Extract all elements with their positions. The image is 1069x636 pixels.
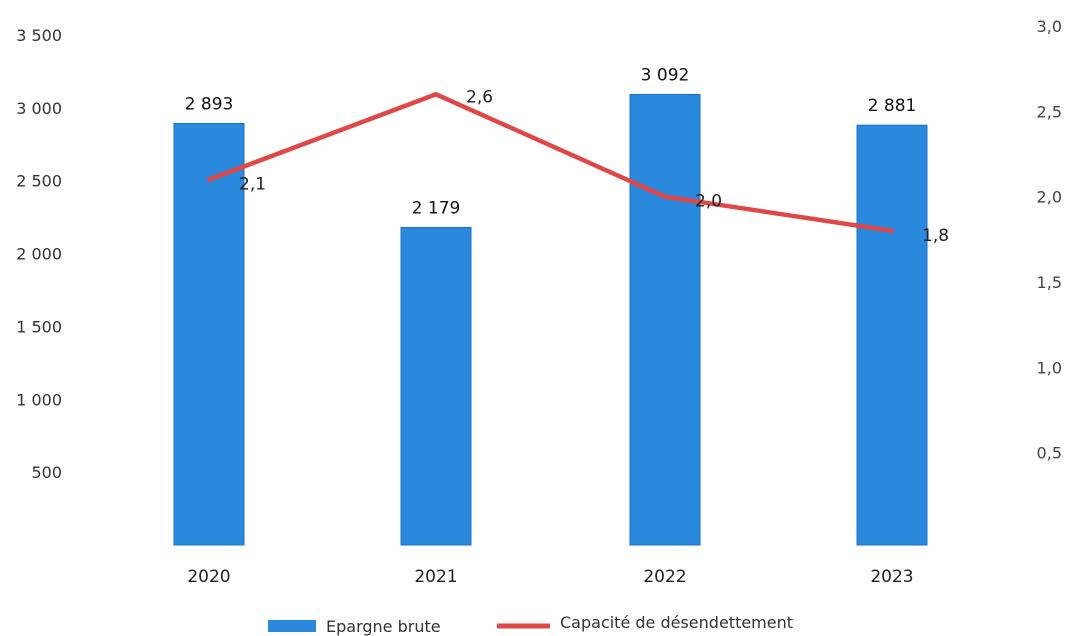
right-tick-label: 3,0 (1037, 17, 1062, 36)
category-axis: 2020 2021 2022 2023 (187, 567, 913, 587)
right-axis: 0,5 1,0 1,5 2,0 2,5 3,0 (1037, 17, 1062, 463)
left-tick-label: 2 500 (16, 172, 62, 191)
line-data-label: 2,1 (239, 175, 266, 195)
legend-swatch-bar (268, 620, 316, 632)
line-path (206, 92, 895, 234)
legend-label-line: Capacité de désendettement (560, 613, 793, 632)
left-axis: 500 1 000 1 500 2 000 2 500 3 000 3 500 (16, 26, 62, 482)
legend: Epargne brute Capacité de désendettement (268, 613, 793, 636)
bar-data-label: 2 881 (868, 96, 917, 116)
category-label: 2023 (870, 567, 913, 587)
line-data-label: 2,6 (466, 87, 493, 107)
line-data-label: 2,0 (695, 192, 722, 212)
category-label: 2022 (643, 567, 686, 587)
bar (400, 226, 472, 546)
left-tick-label: 500 (31, 463, 62, 482)
line-data-label: 1,8 (922, 226, 949, 246)
left-tick-label: 1 000 (16, 390, 62, 409)
category-label: 2021 (414, 567, 457, 587)
bar-data-label: 2 893 (185, 94, 234, 114)
left-tick-label: 2 000 (16, 245, 62, 264)
bar-series: 2 893 2 179 3 092 2 881 (173, 65, 928, 546)
right-tick-label: 2,5 (1037, 102, 1062, 121)
legend-label-bar: Epargne brute (326, 617, 441, 636)
line-point (890, 228, 894, 233)
right-tick-label: 2,0 (1037, 188, 1062, 207)
left-tick-label: 1 500 (16, 317, 62, 336)
category-label: 2020 (187, 567, 230, 587)
right-tick-label: 1,5 (1037, 273, 1062, 292)
right-tick-label: 1,0 (1037, 358, 1062, 377)
line-point (434, 92, 438, 97)
right-tick-label: 0,5 (1037, 444, 1062, 463)
bar-data-label: 2 179 (412, 198, 461, 218)
bar (629, 93, 701, 546)
bar-data-label: 3 092 (641, 65, 690, 85)
bar (173, 122, 245, 546)
line-point (207, 177, 211, 182)
line-point (663, 194, 667, 199)
line-series: 2,1 2,6 2,0 1,8 (206, 87, 949, 246)
left-tick-label: 3 000 (16, 99, 62, 118)
bar (856, 124, 928, 546)
left-tick-label: 3 500 (16, 26, 62, 45)
